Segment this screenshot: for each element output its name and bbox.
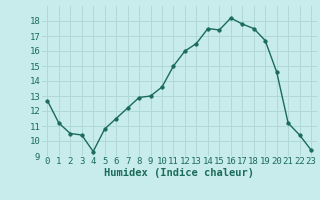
X-axis label: Humidex (Indice chaleur): Humidex (Indice chaleur) (104, 168, 254, 178)
